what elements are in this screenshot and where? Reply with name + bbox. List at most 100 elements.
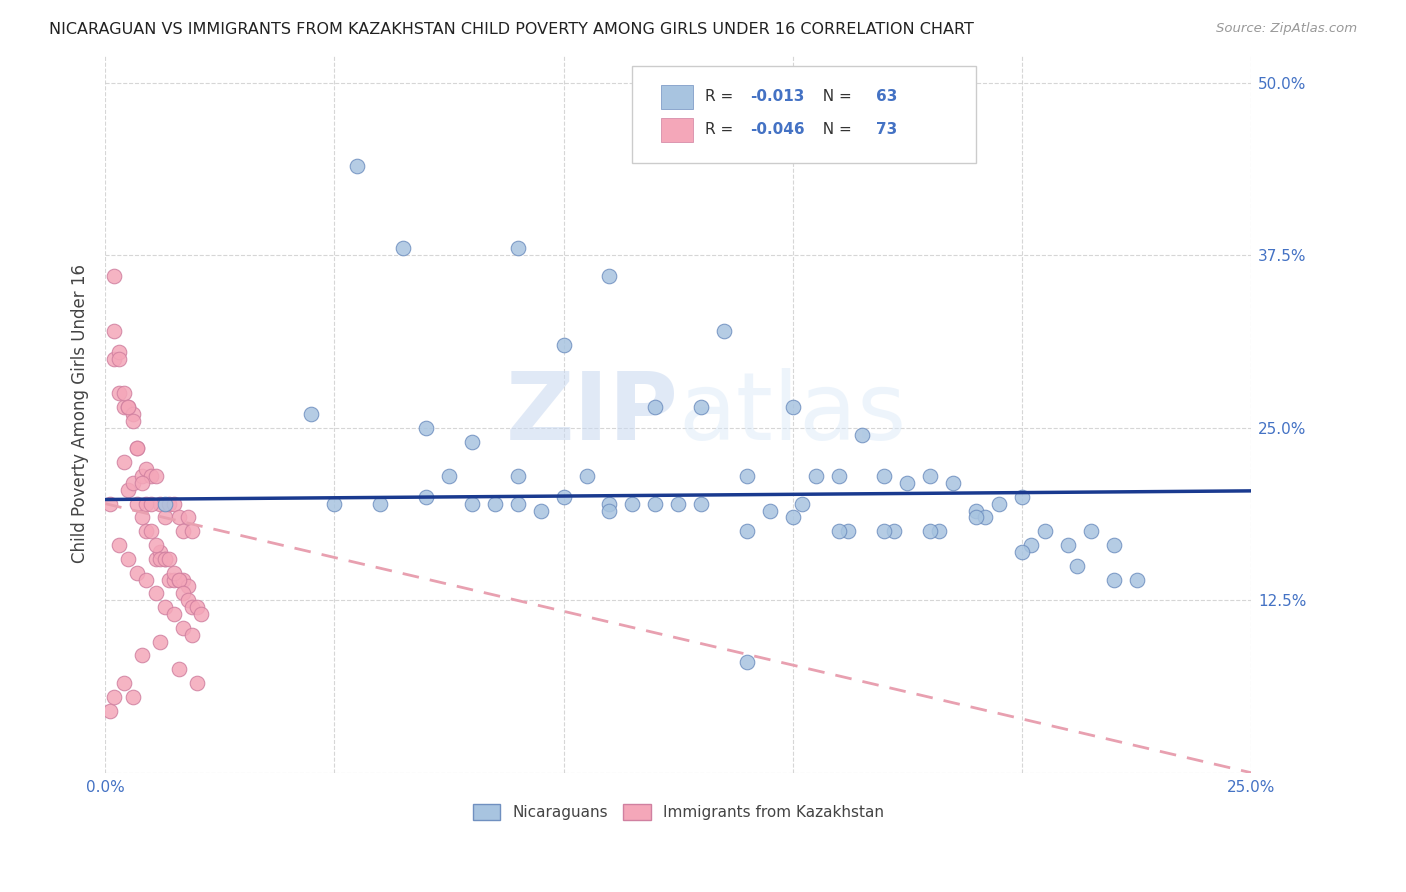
Point [690,497,713,511]
Point [98,497,121,511]
Point [920,469,942,483]
Point [735,524,758,539]
Text: ZIP: ZIP [505,368,678,460]
Point [135,497,157,511]
Point [644,400,666,414]
Point [145,538,167,552]
Point [415,490,437,504]
Point [437,469,460,483]
Point [131,648,153,663]
Text: 73: 73 [876,121,897,136]
Point [506,497,529,511]
Text: R =: R = [704,88,738,103]
Point [135,524,157,539]
Text: Source: ZipAtlas.com: Source: ZipAtlas.com [1216,22,1357,36]
Point [1019,538,1042,552]
Point [121,690,143,704]
FancyBboxPatch shape [633,66,976,162]
Point [112,455,135,469]
Point [167,573,190,587]
Point [506,469,529,483]
Point [103,351,125,366]
Point [837,524,859,539]
Point [163,607,186,621]
Point [112,676,135,690]
Point [117,483,139,497]
Point [127,442,149,456]
Point [392,241,415,255]
Point [163,497,186,511]
Point [190,607,212,621]
Point [644,497,666,511]
Point [131,475,153,490]
Point [112,400,135,414]
Point [103,690,125,704]
Point [117,400,139,414]
Point [149,552,172,566]
Point [157,573,180,587]
Point [121,414,143,428]
Point [145,469,167,483]
Point [942,475,965,490]
Point [153,552,176,566]
Point [759,503,782,517]
Point [108,538,131,552]
Point [117,400,139,414]
Point [98,704,121,718]
Point [131,510,153,524]
Point [621,497,644,511]
Point [666,497,689,511]
Point [790,497,813,511]
Point [1102,538,1125,552]
Point [735,469,758,483]
Point [1125,573,1147,587]
Text: NICARAGUAN VS IMMIGRANTS FROM KAZAKHSTAN CHILD POVERTY AMONG GIRLS UNDER 16 CORR: NICARAGUAN VS IMMIGRANTS FROM KAZAKHSTAN… [49,22,974,37]
Point [181,628,204,642]
Point [139,497,162,511]
Text: -0.046: -0.046 [751,121,806,136]
Point [135,573,157,587]
Point [804,469,827,483]
Point [163,573,186,587]
Point [186,600,208,615]
Point [153,600,176,615]
Point [172,524,194,539]
Point [782,400,804,414]
Point [127,442,149,456]
Point [974,510,997,524]
Point [167,510,190,524]
Point [172,621,194,635]
Point [177,593,200,607]
Point [167,573,190,587]
Point [965,503,987,517]
Point [167,662,190,676]
Point [484,497,506,511]
Point [598,503,620,517]
Point [530,503,553,517]
Point [181,524,204,539]
Point [131,469,153,483]
Point [988,497,1011,511]
Point [149,545,172,559]
Text: -0.013: -0.013 [751,88,804,103]
Point [873,469,896,483]
Point [145,552,167,566]
Point [965,510,987,524]
Point [103,268,125,283]
Point [127,497,149,511]
Point [1056,538,1078,552]
Text: N =: N = [814,121,858,136]
Point [186,676,208,690]
Point [121,407,143,421]
Point [108,351,131,366]
Point [127,566,149,580]
Point [121,475,143,490]
Point [506,241,529,255]
Point [827,524,849,539]
Point [153,510,176,524]
Point [735,656,758,670]
Point [575,469,598,483]
Point [690,400,713,414]
Point [1011,490,1033,504]
Point [153,497,176,511]
